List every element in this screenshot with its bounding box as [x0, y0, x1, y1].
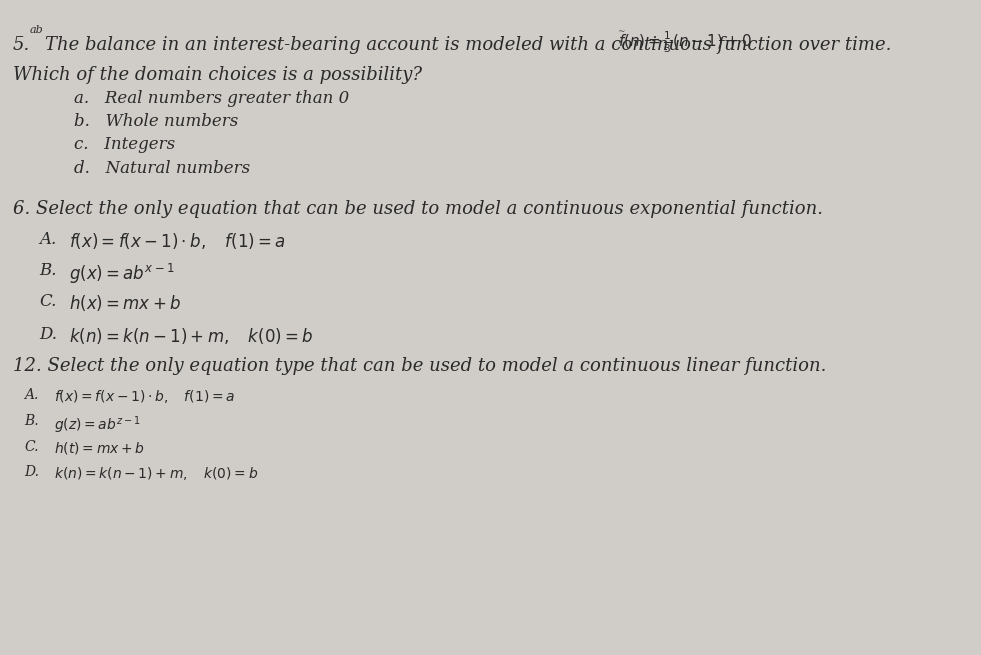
Text: $f(x) = f(x-1) \cdot b,\quad f(1) = a$: $f(x) = f(x-1) \cdot b,\quad f(1) = a$: [54, 388, 235, 405]
Text: $k(n) = k(n-1) + m,\quad k(0) = b$: $k(n) = k(n-1) + m,\quad k(0) = b$: [69, 326, 313, 346]
Text: 6. Select the only equation that can be used to model a continuous exponential f: 6. Select the only equation that can be …: [13, 200, 823, 217]
Text: $k(n) = k(n-1) + m,\quad k(0) = b$: $k(n) = k(n-1) + m,\quad k(0) = b$: [54, 465, 258, 482]
Text: $f(x) = f(x-1) \cdot b,\quad f(1) = a$: $f(x) = f(x-1) \cdot b,\quad f(1) = a$: [69, 231, 285, 251]
Text: $h(x) = mx + b$: $h(x) = mx + b$: [69, 293, 181, 314]
Text: $h(t) = mx + b$: $h(t) = mx + b$: [54, 440, 145, 456]
Text: A.: A.: [39, 231, 57, 248]
Text: A.: A.: [25, 388, 39, 402]
Text: c.   Integers: c. Integers: [74, 136, 175, 153]
Text: b.   Whole numbers: b. Whole numbers: [74, 113, 237, 130]
Text: $g(z) = ab^{z-1}$: $g(z) = ab^{z-1}$: [54, 414, 140, 436]
Text: D.: D.: [39, 326, 57, 343]
Text: d.   Natural numbers: d. Natural numbers: [74, 160, 250, 177]
Text: The balance in an interest-bearing account is modeled with a continuous function: The balance in an interest-bearing accou…: [45, 36, 892, 54]
Text: C.: C.: [39, 293, 57, 310]
Text: 12. Select the only equation type that can be used to model a continuous linear : 12. Select the only equation type that c…: [13, 357, 826, 375]
Text: B.: B.: [39, 262, 57, 279]
Text: a.   Real numbers greater than 0: a. Real numbers greater than 0: [74, 90, 349, 107]
Text: $\widetilde{f}(n) = \frac{1}{3}(n-1)+0$: $\widetilde{f}(n) = \frac{1}{3}(n-1)+0$: [618, 29, 751, 55]
Text: ab: ab: [29, 25, 43, 35]
Text: Which of the domain choices is a possibility?: Which of the domain choices is a possibi…: [13, 66, 422, 83]
Text: B.: B.: [25, 414, 39, 428]
Text: $g(x) = ab^{x-1}$: $g(x) = ab^{x-1}$: [69, 262, 174, 286]
Text: 5.: 5.: [13, 36, 30, 54]
Text: C.: C.: [25, 440, 39, 454]
Text: D.: D.: [25, 465, 39, 479]
